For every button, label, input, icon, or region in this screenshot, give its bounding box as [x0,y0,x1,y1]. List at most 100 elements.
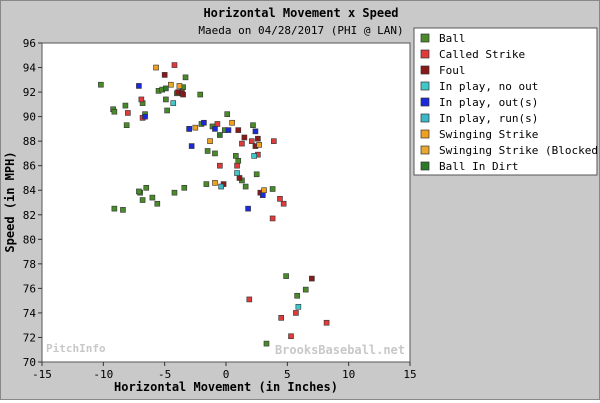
point-ball [242,183,249,190]
point-called-strike [171,62,178,68]
y-tick-label: 80 [23,233,36,246]
legend-label-ball-in-dirt: Ball In Dirt [439,160,518,173]
point-swinging-strike [153,64,159,71]
point-called-strike [269,215,276,222]
legend-label-in-play-out-s: In play, out(s) [439,96,538,109]
y-axis-ticks: 70 72 74 76 78 80 82 84 86 88 90 92 94 96 [23,37,42,369]
point-ball [197,91,204,98]
point-ball [98,81,104,88]
point-called-strike [277,196,283,202]
x-tick-label: 15 [403,368,416,381]
legend-swatch-in-play-run-s [420,113,430,123]
y-tick-label: 78 [23,258,36,271]
legend-label-swinging-strike-blocked: Swinging Strike (Blocked) [439,144,599,157]
y-tick-label: 90 [23,111,36,124]
legend-swatch-called-strike [420,49,430,59]
point-ball [154,200,161,207]
point-ball [253,171,260,178]
point-foul [161,72,168,78]
point-called-strike [293,310,299,316]
point-foul [235,127,242,133]
point-ball [233,153,239,159]
legend-box [413,27,598,176]
legend-label-in-play-no-out: In play, no out [439,80,538,93]
point-in-play-out-s [201,119,207,126]
x-axis-label: Horizontal Movement (in Inches) [114,380,338,394]
point-ball [111,205,118,212]
point-ball [123,122,130,129]
point-foul [236,175,243,181]
y-tick-label: 94 [23,62,37,75]
point-swinging-strike [256,142,262,148]
watermark-pitchinfo: PitchInfo [46,342,106,355]
point-ball [235,157,242,164]
chart-title: Horizontal Movement x Speed [203,6,398,20]
x-axis-ticks: -15 -10 -5 0 5 10 15 [32,362,417,381]
point-ball [136,188,142,195]
point-foul [241,134,248,141]
point-called-strike [271,138,277,144]
point-ball [250,122,256,129]
point-ball [182,74,189,81]
x-tick-label: -10 [93,368,113,381]
point-in-play-run-s [218,183,224,190]
y-tick-label: 84 [23,184,37,197]
x-tick-label: -15 [32,368,52,381]
point-ball [120,207,126,213]
point-in-play-out-s [252,128,259,135]
point-ball [212,150,218,157]
x-tick-label: -5 [158,368,171,381]
point-swinging-strike [229,119,235,126]
point-in-play-out-s [212,126,218,132]
point-ball [163,96,169,103]
point-in-play-out-s [225,127,232,133]
chart-subtitle: Maeda on 04/28/2017 (PHI @ LAN) [198,24,403,37]
point-in-play-out-s [186,126,192,132]
legend-label-foul: Foul [439,64,466,77]
y-tick-label: 76 [23,282,36,295]
y-tick-label: 86 [23,160,36,173]
point-swinging-strike [212,180,218,186]
legend-swatch-in-play-out-s [420,97,430,107]
legend-swatch-swinging-strike [420,129,430,139]
point-called-strike [214,121,221,127]
point-swinging-strike [261,187,267,194]
point-called-strike [125,110,131,116]
point-called-strike [138,96,145,103]
data-points [98,62,330,347]
point-foul [180,91,186,98]
point-ball [181,184,188,191]
point-ball [283,273,289,279]
y-tick-label: 74 [23,307,37,320]
legend-swatch-foul [420,65,430,75]
legend-swatch-ball [420,33,430,43]
legend-swatch-swinging-strike-blocked [420,145,430,155]
point-foul [255,135,261,142]
point-ball [302,286,309,293]
point-ball [204,148,211,154]
point-called-strike [280,200,287,207]
point-ball [171,189,178,196]
point-called-strike [239,140,245,147]
point-in-play-out-s [259,192,266,198]
point-ball [263,340,270,347]
point-ball-in-dirt [217,132,223,138]
y-tick-label: 72 [23,331,36,344]
point-swinging-strike [176,83,183,89]
point-in-play-no-out [251,153,258,159]
point-ball [122,102,129,109]
y-tick-label: 70 [23,356,36,369]
y-tick-label: 88 [23,135,36,148]
x-tick-label: 10 [342,368,355,381]
point-called-strike [234,162,240,169]
plot-area [41,42,411,363]
y-tick-label: 82 [23,209,36,222]
point-in-play-out-s [245,205,251,212]
point-ball [203,181,210,187]
point-ball-in-dirt [163,85,169,92]
y-tick-label: 96 [23,37,36,50]
legend-label-ball: Ball [439,32,466,45]
point-foul [309,275,315,282]
